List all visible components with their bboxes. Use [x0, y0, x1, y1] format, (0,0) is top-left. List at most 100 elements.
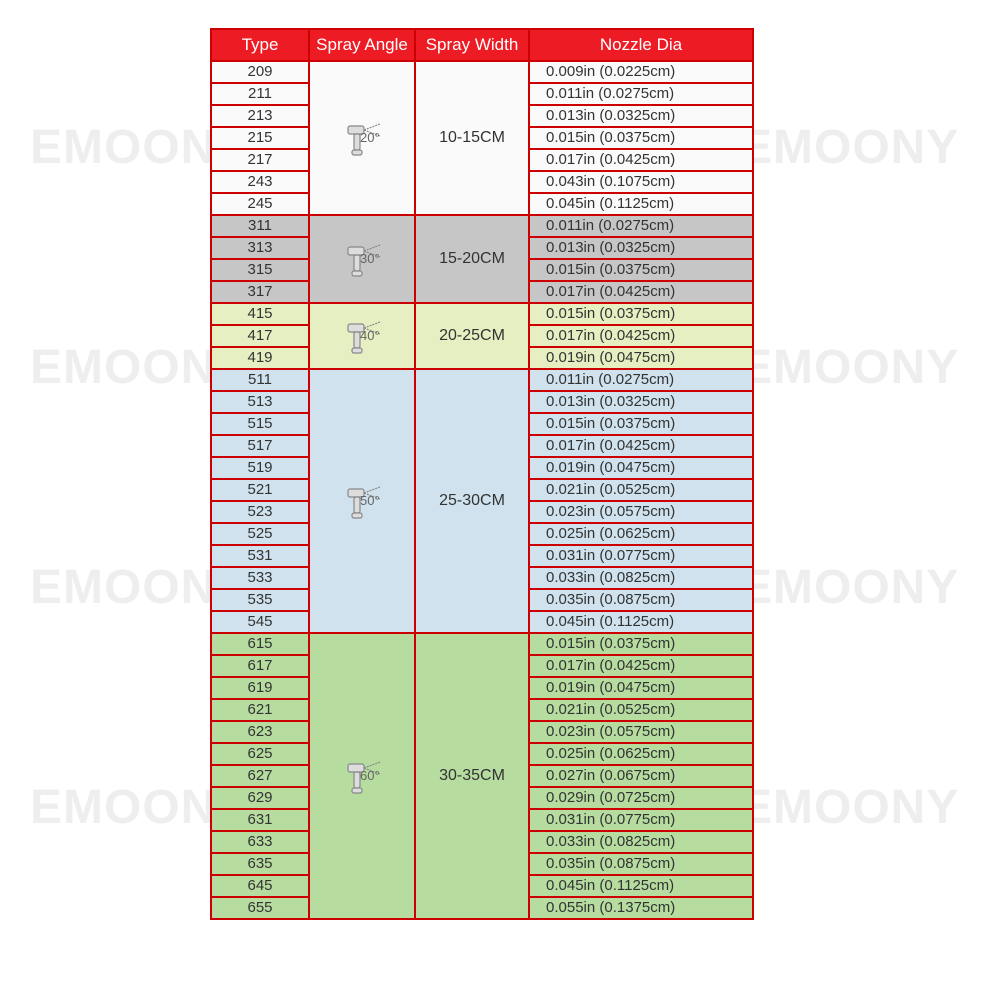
cell-spray-width: 30-35CM — [415, 633, 529, 919]
cell-type: 209 — [211, 61, 309, 83]
cell-nozzle-dia: 0.021in (0.0525cm) — [529, 699, 753, 721]
nozzle-table: Type Spray Angle Spray Width Nozzle Dia … — [210, 28, 754, 920]
cell-nozzle-dia: 0.027in (0.0675cm) — [529, 765, 753, 787]
cell-type: 655 — [211, 897, 309, 919]
cell-nozzle-dia: 0.011in (0.0275cm) — [529, 369, 753, 391]
cell-spray-width: 20-25CM — [415, 303, 529, 369]
cell-type: 313 — [211, 237, 309, 259]
table-row: 511 50°25-30CM0.011in (0.0275cm) — [211, 369, 753, 391]
cell-type: 617 — [211, 655, 309, 677]
cell-type: 415 — [211, 303, 309, 325]
cell-nozzle-dia: 0.015in (0.0375cm) — [529, 633, 753, 655]
cell-type: 533 — [211, 567, 309, 589]
table-row: 311 30°15-20CM0.011in (0.0275cm) — [211, 215, 753, 237]
cell-type: 245 — [211, 193, 309, 215]
cell-type: 627 — [211, 765, 309, 787]
cell-nozzle-dia: 0.011in (0.0275cm) — [529, 215, 753, 237]
angle-label: 30° — [360, 249, 380, 269]
angle-label: 20° — [360, 128, 380, 148]
angle-label: 60° — [360, 766, 380, 786]
cell-nozzle-dia: 0.017in (0.0425cm) — [529, 149, 753, 171]
cell-type: 311 — [211, 215, 309, 237]
cell-nozzle-dia: 0.045in (0.1125cm) — [529, 193, 753, 215]
cell-type: 615 — [211, 633, 309, 655]
cell-type: 315 — [211, 259, 309, 281]
cell-type: 515 — [211, 413, 309, 435]
watermark-text: EMOONY — [740, 120, 959, 175]
cell-nozzle-dia: 0.031in (0.0775cm) — [529, 545, 753, 567]
cell-spray-angle: 20° — [309, 61, 415, 215]
cell-nozzle-dia: 0.031in (0.0775cm) — [529, 809, 753, 831]
cell-nozzle-dia: 0.009in (0.0225cm) — [529, 61, 753, 83]
cell-type: 217 — [211, 149, 309, 171]
cell-type: 525 — [211, 523, 309, 545]
cell-nozzle-dia: 0.015in (0.0375cm) — [529, 127, 753, 149]
cell-nozzle-dia: 0.029in (0.0725cm) — [529, 787, 753, 809]
cell-type: 517 — [211, 435, 309, 457]
cell-nozzle-dia: 0.033in (0.0825cm) — [529, 567, 753, 589]
cell-nozzle-dia: 0.043in (0.1075cm) — [529, 171, 753, 193]
cell-type: 513 — [211, 391, 309, 413]
angle-label: 40° — [360, 326, 380, 346]
cell-nozzle-dia: 0.011in (0.0275cm) — [529, 83, 753, 105]
cell-nozzle-dia: 0.025in (0.0625cm) — [529, 523, 753, 545]
cell-spray-width: 15-20CM — [415, 215, 529, 303]
cell-type: 629 — [211, 787, 309, 809]
cell-nozzle-dia: 0.033in (0.0825cm) — [529, 831, 753, 853]
table-row: 615 60°30-35CM0.015in (0.0375cm) — [211, 633, 753, 655]
table-row: 209 20°10-15CM0.009in (0.0225cm) — [211, 61, 753, 83]
cell-spray-angle: 60° — [309, 633, 415, 919]
cell-type: 621 — [211, 699, 309, 721]
cell-nozzle-dia: 0.013in (0.0325cm) — [529, 105, 753, 127]
header-dia: Nozzle Dia — [529, 29, 753, 61]
cell-nozzle-dia: 0.017in (0.0425cm) — [529, 325, 753, 347]
cell-type: 521 — [211, 479, 309, 501]
cell-nozzle-dia: 0.013in (0.0325cm) — [529, 391, 753, 413]
header-width: Spray Width — [415, 29, 529, 61]
cell-nozzle-dia: 0.035in (0.0875cm) — [529, 589, 753, 611]
cell-nozzle-dia: 0.019in (0.0475cm) — [529, 677, 753, 699]
cell-type: 417 — [211, 325, 309, 347]
cell-nozzle-dia: 0.035in (0.0875cm) — [529, 853, 753, 875]
cell-nozzle-dia: 0.015in (0.0375cm) — [529, 259, 753, 281]
cell-type: 519 — [211, 457, 309, 479]
cell-type: 523 — [211, 501, 309, 523]
cell-type: 215 — [211, 127, 309, 149]
cell-type: 211 — [211, 83, 309, 105]
table-row: 415 40°20-25CM0.015in (0.0375cm) — [211, 303, 753, 325]
cell-type: 511 — [211, 369, 309, 391]
cell-type: 317 — [211, 281, 309, 303]
cell-spray-angle: 50° — [309, 369, 415, 633]
cell-nozzle-dia: 0.015in (0.0375cm) — [529, 413, 753, 435]
cell-nozzle-dia: 0.015in (0.0375cm) — [529, 303, 753, 325]
cell-nozzle-dia: 0.023in (0.0575cm) — [529, 501, 753, 523]
cell-nozzle-dia: 0.013in (0.0325cm) — [529, 237, 753, 259]
cell-type: 419 — [211, 347, 309, 369]
header-angle: Spray Angle — [309, 29, 415, 61]
cell-nozzle-dia: 0.019in (0.0475cm) — [529, 457, 753, 479]
cell-type: 635 — [211, 853, 309, 875]
cell-spray-angle: 40° — [309, 303, 415, 369]
cell-type: 631 — [211, 809, 309, 831]
cell-type: 545 — [211, 611, 309, 633]
cell-nozzle-dia: 0.017in (0.0425cm) — [529, 281, 753, 303]
cell-type: 243 — [211, 171, 309, 193]
cell-nozzle-dia: 0.025in (0.0625cm) — [529, 743, 753, 765]
cell-nozzle-dia: 0.045in (0.1125cm) — [529, 875, 753, 897]
table-header-row: Type Spray Angle Spray Width Nozzle Dia — [211, 29, 753, 61]
cell-type: 535 — [211, 589, 309, 611]
cell-type: 213 — [211, 105, 309, 127]
angle-label: 50° — [360, 491, 380, 511]
cell-type: 633 — [211, 831, 309, 853]
cell-nozzle-dia: 0.021in (0.0525cm) — [529, 479, 753, 501]
watermark-text: EMOONY — [740, 560, 959, 615]
cell-nozzle-dia: 0.045in (0.1125cm) — [529, 611, 753, 633]
cell-spray-width: 10-15CM — [415, 61, 529, 215]
cell-spray-angle: 30° — [309, 215, 415, 303]
cell-nozzle-dia: 0.023in (0.0575cm) — [529, 721, 753, 743]
cell-nozzle-dia: 0.055in (0.1375cm) — [529, 897, 753, 919]
cell-nozzle-dia: 0.019in (0.0475cm) — [529, 347, 753, 369]
cell-spray-width: 25-30CM — [415, 369, 529, 633]
cell-type: 623 — [211, 721, 309, 743]
cell-nozzle-dia: 0.017in (0.0425cm) — [529, 435, 753, 457]
